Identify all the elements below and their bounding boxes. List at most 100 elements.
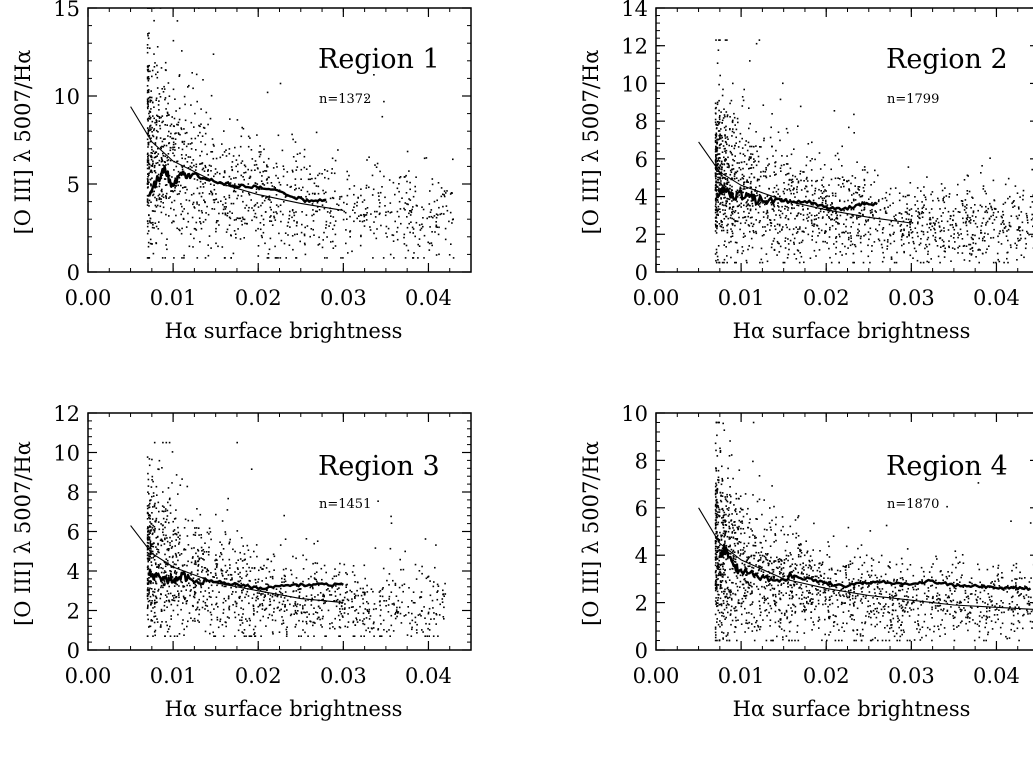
scatter-point	[993, 218, 996, 221]
scatter-point	[848, 126, 850, 129]
scatter-point	[987, 233, 989, 235]
scatter-point	[848, 189, 851, 192]
scatter-point	[750, 153, 752, 155]
scatter-point	[885, 212, 888, 214]
scatter-point	[331, 196, 334, 199]
scatter-point	[364, 608, 367, 610]
scatter-point	[261, 580, 263, 582]
scatter-point	[750, 167, 752, 169]
scatter-point	[418, 570, 421, 572]
scatter-point	[773, 205, 776, 208]
scatter-point	[226, 214, 229, 217]
scatter-point	[980, 172, 982, 174]
scatter-point	[931, 225, 934, 228]
scatter-point	[442, 616, 445, 618]
scatter-point	[208, 533, 210, 535]
scatter-point	[271, 575, 274, 578]
scatter-point	[377, 628, 379, 631]
scatter-point	[750, 156, 752, 159]
scatter-point	[338, 626, 341, 628]
scatter-point	[303, 242, 306, 245]
scatter-point	[324, 602, 326, 604]
scatter-point	[160, 147, 162, 150]
scatter-point	[730, 152, 732, 154]
scatter-point	[314, 596, 316, 598]
scatter-point	[967, 175, 969, 177]
scatter-point	[736, 205, 739, 208]
scatter-point	[720, 198, 722, 200]
scatter-point	[242, 191, 244, 193]
scatter-point	[323, 602, 325, 605]
scatter-point	[714, 150, 717, 153]
scatter-point	[721, 184, 724, 187]
x-tick-label: 0.02	[235, 286, 282, 310]
scatter-point	[842, 231, 845, 234]
scatter-point	[379, 191, 382, 194]
scatter-point	[722, 88, 724, 91]
scatter-point	[162, 583, 165, 585]
scatter-point	[715, 214, 718, 216]
y-tick-label: 12	[621, 35, 648, 59]
scatter-point	[763, 137, 765, 140]
scatter-point	[146, 607, 149, 610]
scatter-point	[780, 170, 782, 172]
scatter-point	[147, 34, 149, 37]
scatter-point	[310, 228, 313, 230]
scatter-point	[828, 247, 830, 250]
scatter-point	[739, 178, 742, 181]
scatter-point	[750, 237, 753, 240]
scatter-point	[892, 233, 895, 235]
scatter-point	[150, 152, 152, 154]
scatter-point	[715, 149, 717, 152]
scatter-point	[329, 222, 332, 224]
scatter-point	[755, 230, 757, 233]
scatter-point	[726, 197, 728, 200]
scatter-point	[796, 178, 798, 180]
scatter-point	[165, 196, 167, 198]
scatter-point	[761, 261, 764, 264]
scatter-point	[157, 590, 159, 592]
scatter-point	[157, 173, 160, 176]
scatter-point	[1008, 224, 1011, 227]
scatter-point	[180, 608, 182, 611]
scatter-point	[748, 212, 750, 214]
scatter-point	[150, 128, 152, 131]
scatter-point	[313, 234, 315, 236]
scatter-point	[721, 140, 724, 142]
scatter-point	[882, 227, 885, 229]
scatter-point	[723, 192, 726, 194]
scatter-point	[154, 196, 156, 199]
scatter-point	[161, 510, 164, 512]
scatter-point	[930, 229, 932, 231]
scatter-point	[395, 609, 398, 611]
scatter-point	[149, 99, 151, 101]
scatter-point	[266, 178, 268, 180]
scatter-point	[418, 245, 421, 247]
scatter-point	[182, 619, 184, 621]
scatter-point	[190, 589, 192, 591]
scatter-point	[427, 575, 430, 578]
scatter-point	[181, 257, 183, 259]
scatter-point	[719, 74, 721, 77]
scatter-point	[721, 136, 723, 139]
scatter-point	[423, 234, 426, 237]
scatter-point	[715, 173, 718, 175]
scatter-point	[353, 220, 355, 223]
scatter-point	[252, 605, 255, 608]
scatter-point	[452, 257, 455, 259]
scatter-point	[246, 590, 249, 593]
scatter-point	[787, 238, 789, 240]
scatter-point	[718, 116, 721, 119]
x-tick-label: 0.03	[888, 286, 935, 310]
scatter-point	[309, 165, 311, 167]
scatter-point	[261, 236, 263, 239]
scatter-point	[343, 210, 345, 213]
scatter-point	[164, 571, 167, 573]
scatter-point	[228, 196, 231, 199]
scatter-point	[865, 221, 867, 223]
scatter-point	[270, 215, 272, 217]
scatter-point	[150, 564, 153, 567]
scatter-point	[807, 216, 810, 218]
scatter-point	[155, 99, 157, 101]
scatter-point	[157, 131, 159, 133]
